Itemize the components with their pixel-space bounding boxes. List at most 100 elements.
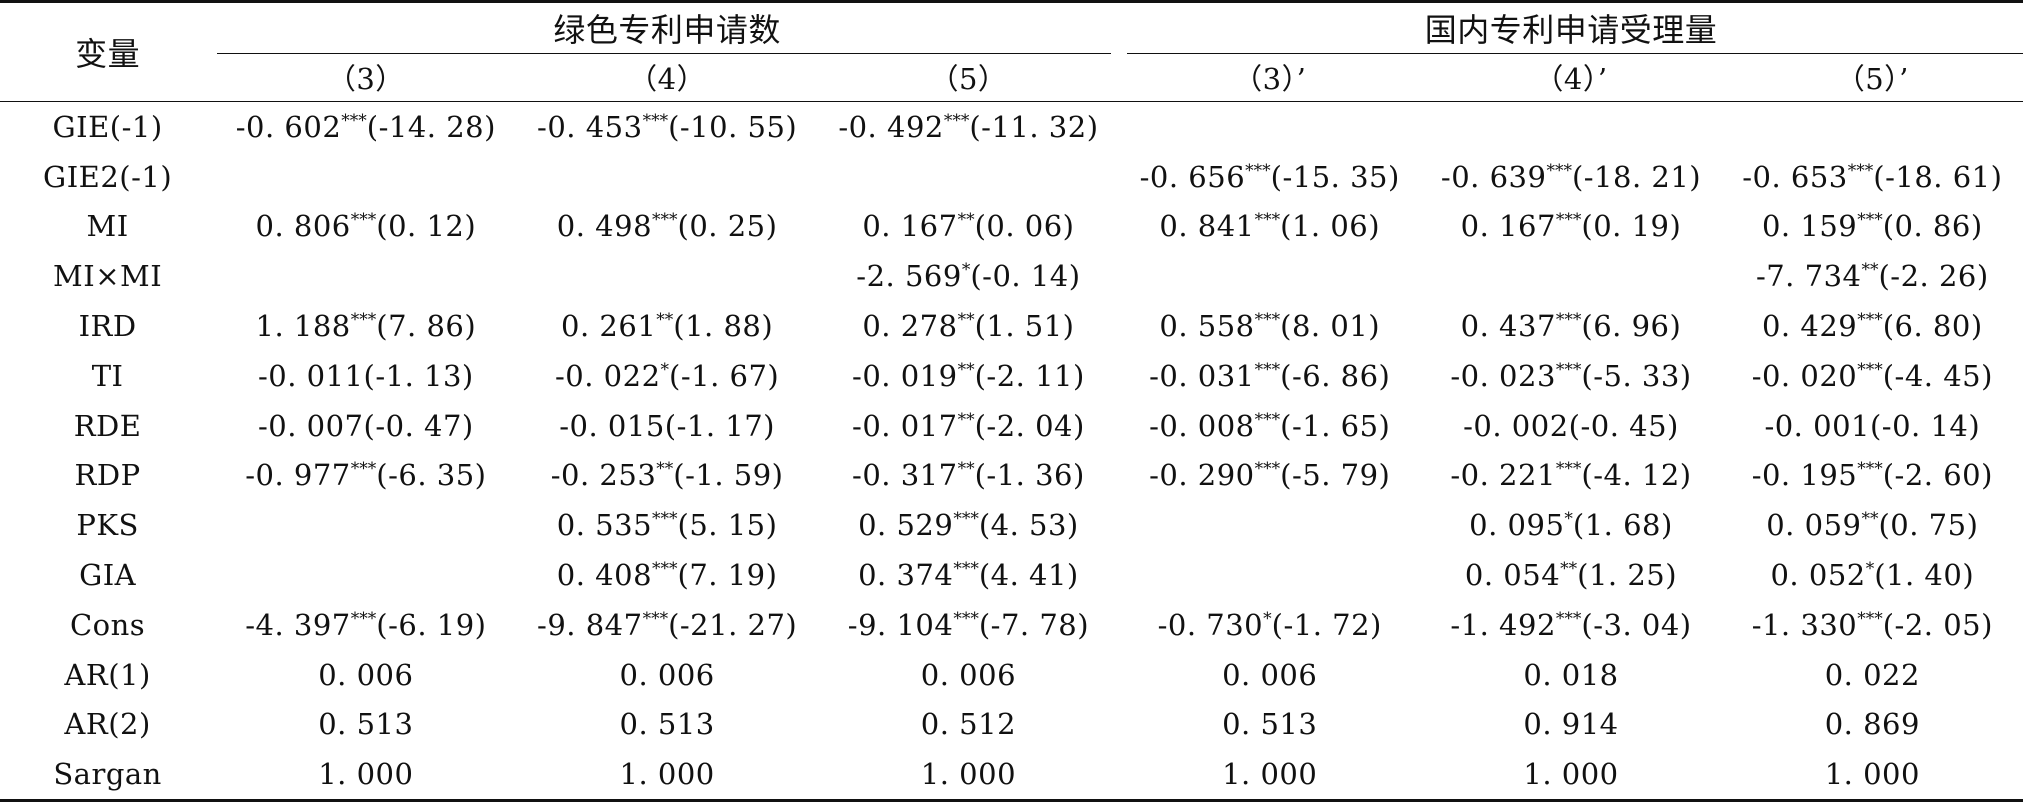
table-cell — [1119, 102, 1420, 152]
t-statistic: (5. 15) — [677, 508, 778, 543]
t-statistic: (-7. 78) — [978, 607, 1090, 642]
coefficient-value: 0. 052 — [1770, 558, 1866, 593]
table-cell: -0. 602***(-14. 28) — [215, 102, 516, 152]
table-cell: 0. 558***(8. 01) — [1119, 301, 1420, 351]
coefficient-value: 0. 914 — [1523, 707, 1619, 742]
t-statistic: (0. 75) — [1878, 508, 1979, 543]
coefficient-value: -0. 007 — [257, 408, 364, 443]
coefficient-value: 0. 159 — [1761, 209, 1858, 244]
table-cell: -0. 007(-0. 47) — [215, 401, 516, 451]
significance-stars: *** — [943, 110, 970, 131]
significance-stars: ** — [957, 210, 975, 231]
t-statistic: (0. 19) — [1581, 209, 1682, 244]
coefficient-value: 1. 000 — [1523, 757, 1619, 792]
coefficient-value: 0. 022 — [1824, 657, 1920, 692]
table-cell: -7. 734**(-2. 26) — [1722, 251, 2023, 301]
t-statistic: (4. 41) — [978, 558, 1079, 593]
coefficient-value: -0. 317 — [852, 458, 958, 493]
table-cell: 1. 000 — [1721, 749, 2023, 802]
variable-name: PKS — [76, 508, 139, 543]
t-statistic: (-11. 32) — [969, 109, 1099, 144]
variable-name: TI — [91, 358, 124, 393]
t-statistic: (-2. 04) — [974, 408, 1085, 443]
t-statistic: (-2. 60) — [1882, 458, 1993, 493]
significance-stars: ** — [1560, 559, 1578, 580]
significance-stars: *** — [953, 608, 979, 629]
coefficient-value: -0. 453 — [537, 109, 643, 144]
table-row: RDE -0. 007(-0. 47) -0. 015(-1. 17) -0. 017… — [0, 401, 2023, 451]
table-cell — [215, 550, 516, 600]
significance-stars: *** — [642, 110, 669, 131]
table-cell — [1119, 500, 1420, 550]
table-cell: -0. 730*(-1. 72) — [1119, 600, 1420, 650]
t-statistic: (-10. 55) — [668, 109, 798, 144]
coefficient-value: -9. 847 — [537, 607, 643, 642]
table-cell: 0. 006 — [215, 650, 516, 700]
coefficient-value: 0. 059 — [1766, 508, 1862, 543]
coefficient-value: 0. 261 — [561, 309, 657, 344]
coefficient-value: 0. 006 — [920, 657, 1017, 692]
coefficient-value: 0. 429 — [1761, 309, 1858, 344]
table-cell — [215, 152, 516, 202]
significance-stars: ** — [656, 459, 674, 480]
table-cell: 0. 018 — [1420, 650, 1721, 700]
coefficient-value: 0. 512 — [920, 707, 1017, 742]
table-cell: 0. 159***(0. 86) — [1722, 202, 2023, 252]
table-cell: 0. 095*(1. 68) — [1420, 500, 1721, 550]
t-statistic: (-1. 65) — [1280, 408, 1391, 443]
significance-stars: ** — [957, 459, 975, 480]
variable-name: AR(2) — [64, 707, 151, 742]
t-statistic: (-4. 45) — [1882, 358, 1993, 393]
table-cell: -0. 011(-1. 13) — [215, 351, 516, 401]
significance-stars: *** — [652, 210, 678, 231]
table-cell — [1420, 251, 1721, 301]
table-cell: -0. 023***(-5. 33) — [1420, 351, 1721, 401]
group-underline-right — [1127, 53, 2023, 54]
table-row: GIE2(-1) -0. 656***(-15. 35) -0. 639***(-1… — [0, 152, 2023, 202]
t-statistic: (6. 96) — [1581, 309, 1682, 344]
table-cell: -1. 330***(-2. 05) — [1722, 600, 2023, 650]
coefficient-value: 0. 054 — [1464, 558, 1561, 593]
group-underline-left — [217, 53, 1112, 54]
t-statistic: (-1. 72) — [1271, 607, 1382, 642]
table-cell: 1. 188***(7. 86) — [215, 301, 516, 351]
table-cell: 0. 054**(1. 25) — [1420, 550, 1721, 600]
coefficient-value: -0. 008 — [1149, 408, 1255, 443]
significance-stars: *** — [350, 310, 377, 331]
table-cell: 0. 512 — [818, 700, 1119, 750]
table-body: GIE(-1) -0. 602***(-14. 28) -0. 453***(-10… — [0, 102, 2023, 802]
significance-stars: *** — [1555, 210, 1582, 231]
significance-stars: * — [1263, 608, 1272, 629]
table-cell: 0. 498***(0. 25) — [516, 202, 817, 252]
table-row: MI 0. 806***(0. 12) 0. 498***(0. 25) 0. 167… — [0, 202, 2023, 252]
table-row: TI -0. 011(-1. 13) -0. 022*(-1. 67) -0. 019… — [0, 351, 2023, 401]
t-statistic: (1. 40) — [1874, 558, 1975, 593]
significance-stars: *** — [1857, 210, 1883, 231]
t-statistic: (-14. 28) — [366, 109, 496, 144]
t-statistic: (-6. 86) — [1280, 358, 1391, 393]
significance-stars: *** — [350, 210, 377, 231]
significance-stars: *** — [1857, 459, 1883, 480]
coefficient-value: -7. 734 — [1755, 259, 1862, 294]
significance-stars: *** — [1254, 310, 1281, 331]
coefficient-value: 0. 006 — [318, 657, 414, 692]
significance-stars: *** — [1254, 359, 1281, 380]
significance-stars: *** — [1254, 210, 1281, 231]
table-cell — [516, 152, 817, 202]
t-statistic: (-0. 45) — [1568, 408, 1679, 443]
table-cell: -0. 317**(-1. 36) — [818, 451, 1119, 501]
column-header: （3）’ — [1119, 53, 1421, 102]
t-statistic: (-6. 19) — [376, 607, 487, 642]
table-cell: 0. 022 — [1722, 650, 2023, 700]
significance-stars: *** — [642, 608, 669, 629]
t-statistic: (1. 88) — [673, 309, 774, 344]
table-cell: 0. 869 — [1722, 700, 2023, 750]
table-cell: -9. 104***(-7. 78) — [818, 600, 1119, 650]
significance-stars: * — [961, 260, 971, 281]
table-cell — [215, 500, 516, 550]
t-statistic: (-15. 35) — [1270, 159, 1400, 194]
table-cell — [1119, 251, 1420, 301]
significance-stars: *** — [341, 110, 367, 131]
coefficient-value: -1. 492 — [1450, 607, 1556, 642]
coefficient-value: 0. 437 — [1460, 309, 1556, 344]
